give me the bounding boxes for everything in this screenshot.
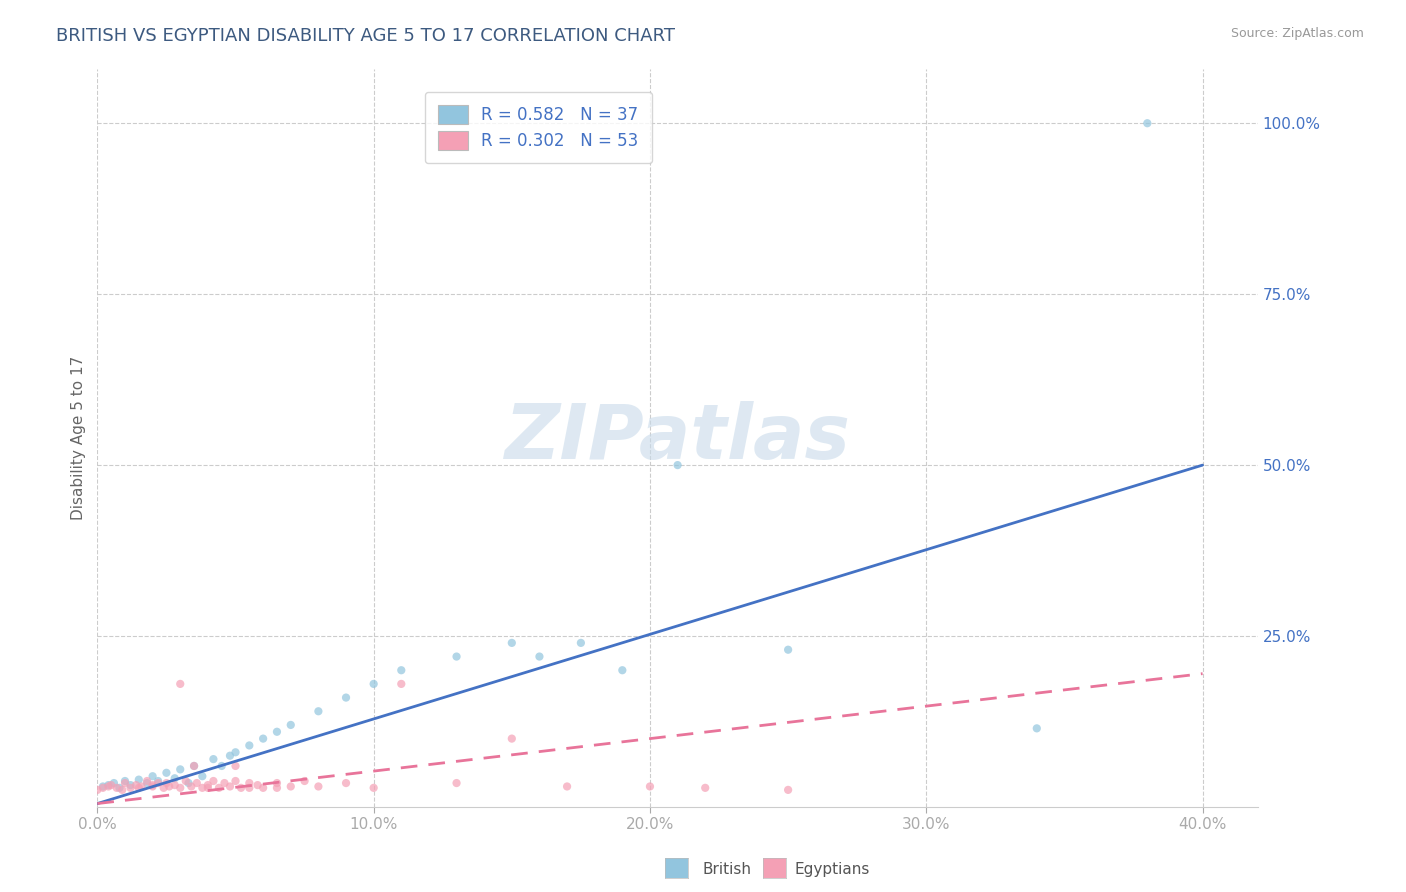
Point [191,780,214,795]
Point [501,636,523,650]
Point [146,774,169,789]
Point [91,780,114,794]
Point [266,780,288,795]
Point [183,759,205,773]
Point [280,718,302,732]
Point [114,774,136,789]
Point [224,774,246,789]
Text: ZIPatlas: ZIPatlas [505,401,851,475]
Point [163,778,186,792]
Point [169,677,191,691]
Point [169,763,191,777]
Point [86,783,108,797]
Point [103,776,125,790]
Point [142,780,165,794]
Point [155,765,177,780]
Point [142,769,165,783]
Point [197,778,219,792]
Point [211,759,233,773]
Point [363,677,385,691]
Point [208,780,231,795]
Point [177,776,200,790]
Point [97,778,120,792]
Point [219,780,242,794]
Point [446,776,468,790]
Point [114,776,136,790]
Point [638,780,661,794]
Point [183,759,205,773]
Point [569,636,592,650]
Legend: R = 0.582   N = 37, R = 0.302   N = 53: R = 0.582 N = 37, R = 0.302 N = 53 [425,92,652,163]
Point [1136,116,1159,130]
Point [446,649,468,664]
Point [266,724,288,739]
Point [202,774,225,789]
Point [501,731,523,746]
Point [191,769,214,783]
Point [186,776,208,790]
Point [294,774,316,789]
Text: British: British [703,863,752,877]
Point [169,780,191,795]
Text: Egyptians: Egyptians [794,863,870,877]
Text: BRITISH VS EGYPTIAN DISABILITY AGE 5 TO 17 CORRELATION CHART: BRITISH VS EGYPTIAN DISABILITY AGE 5 TO … [56,27,675,45]
Point [111,783,134,797]
Point [180,780,202,794]
Point [91,780,114,795]
Point [252,731,274,746]
Point [100,778,122,792]
Point [163,771,186,785]
Point [136,776,159,790]
Point [266,776,288,790]
Point [389,677,412,691]
Point [152,780,174,795]
Point [125,778,148,792]
Point [224,759,246,773]
Point [1025,722,1047,736]
Point [146,776,169,790]
Point [108,780,131,795]
Point [136,774,159,789]
Point [105,780,128,795]
Point [128,772,150,787]
Point [252,780,274,795]
Point [335,690,357,705]
Point [120,780,142,795]
Point [219,748,242,763]
Point [174,774,197,789]
Point [529,649,551,664]
Point [155,776,177,790]
Point [363,780,385,795]
Point [666,458,689,472]
Point [97,780,120,794]
Point [128,780,150,795]
Point [131,780,153,794]
Point [307,780,329,794]
Point [778,783,800,797]
Point [778,642,800,657]
Point [280,780,302,794]
Point [612,663,634,677]
Y-axis label: Disability Age 5 to 17: Disability Age 5 to 17 [72,356,86,520]
Point [238,739,260,753]
Point [202,752,225,766]
Point [555,780,578,794]
Point [142,778,165,792]
Point [229,780,252,795]
Text: Source: ZipAtlas.com: Source: ZipAtlas.com [1230,27,1364,40]
Point [246,778,269,792]
Point [157,780,180,794]
Point [224,745,246,759]
Point [197,780,219,795]
Point [120,778,142,792]
Point [214,776,236,790]
Point [389,663,412,677]
Point [307,704,329,718]
Point [335,776,357,790]
Point [238,776,260,790]
Point [695,780,717,795]
Point [238,780,260,795]
